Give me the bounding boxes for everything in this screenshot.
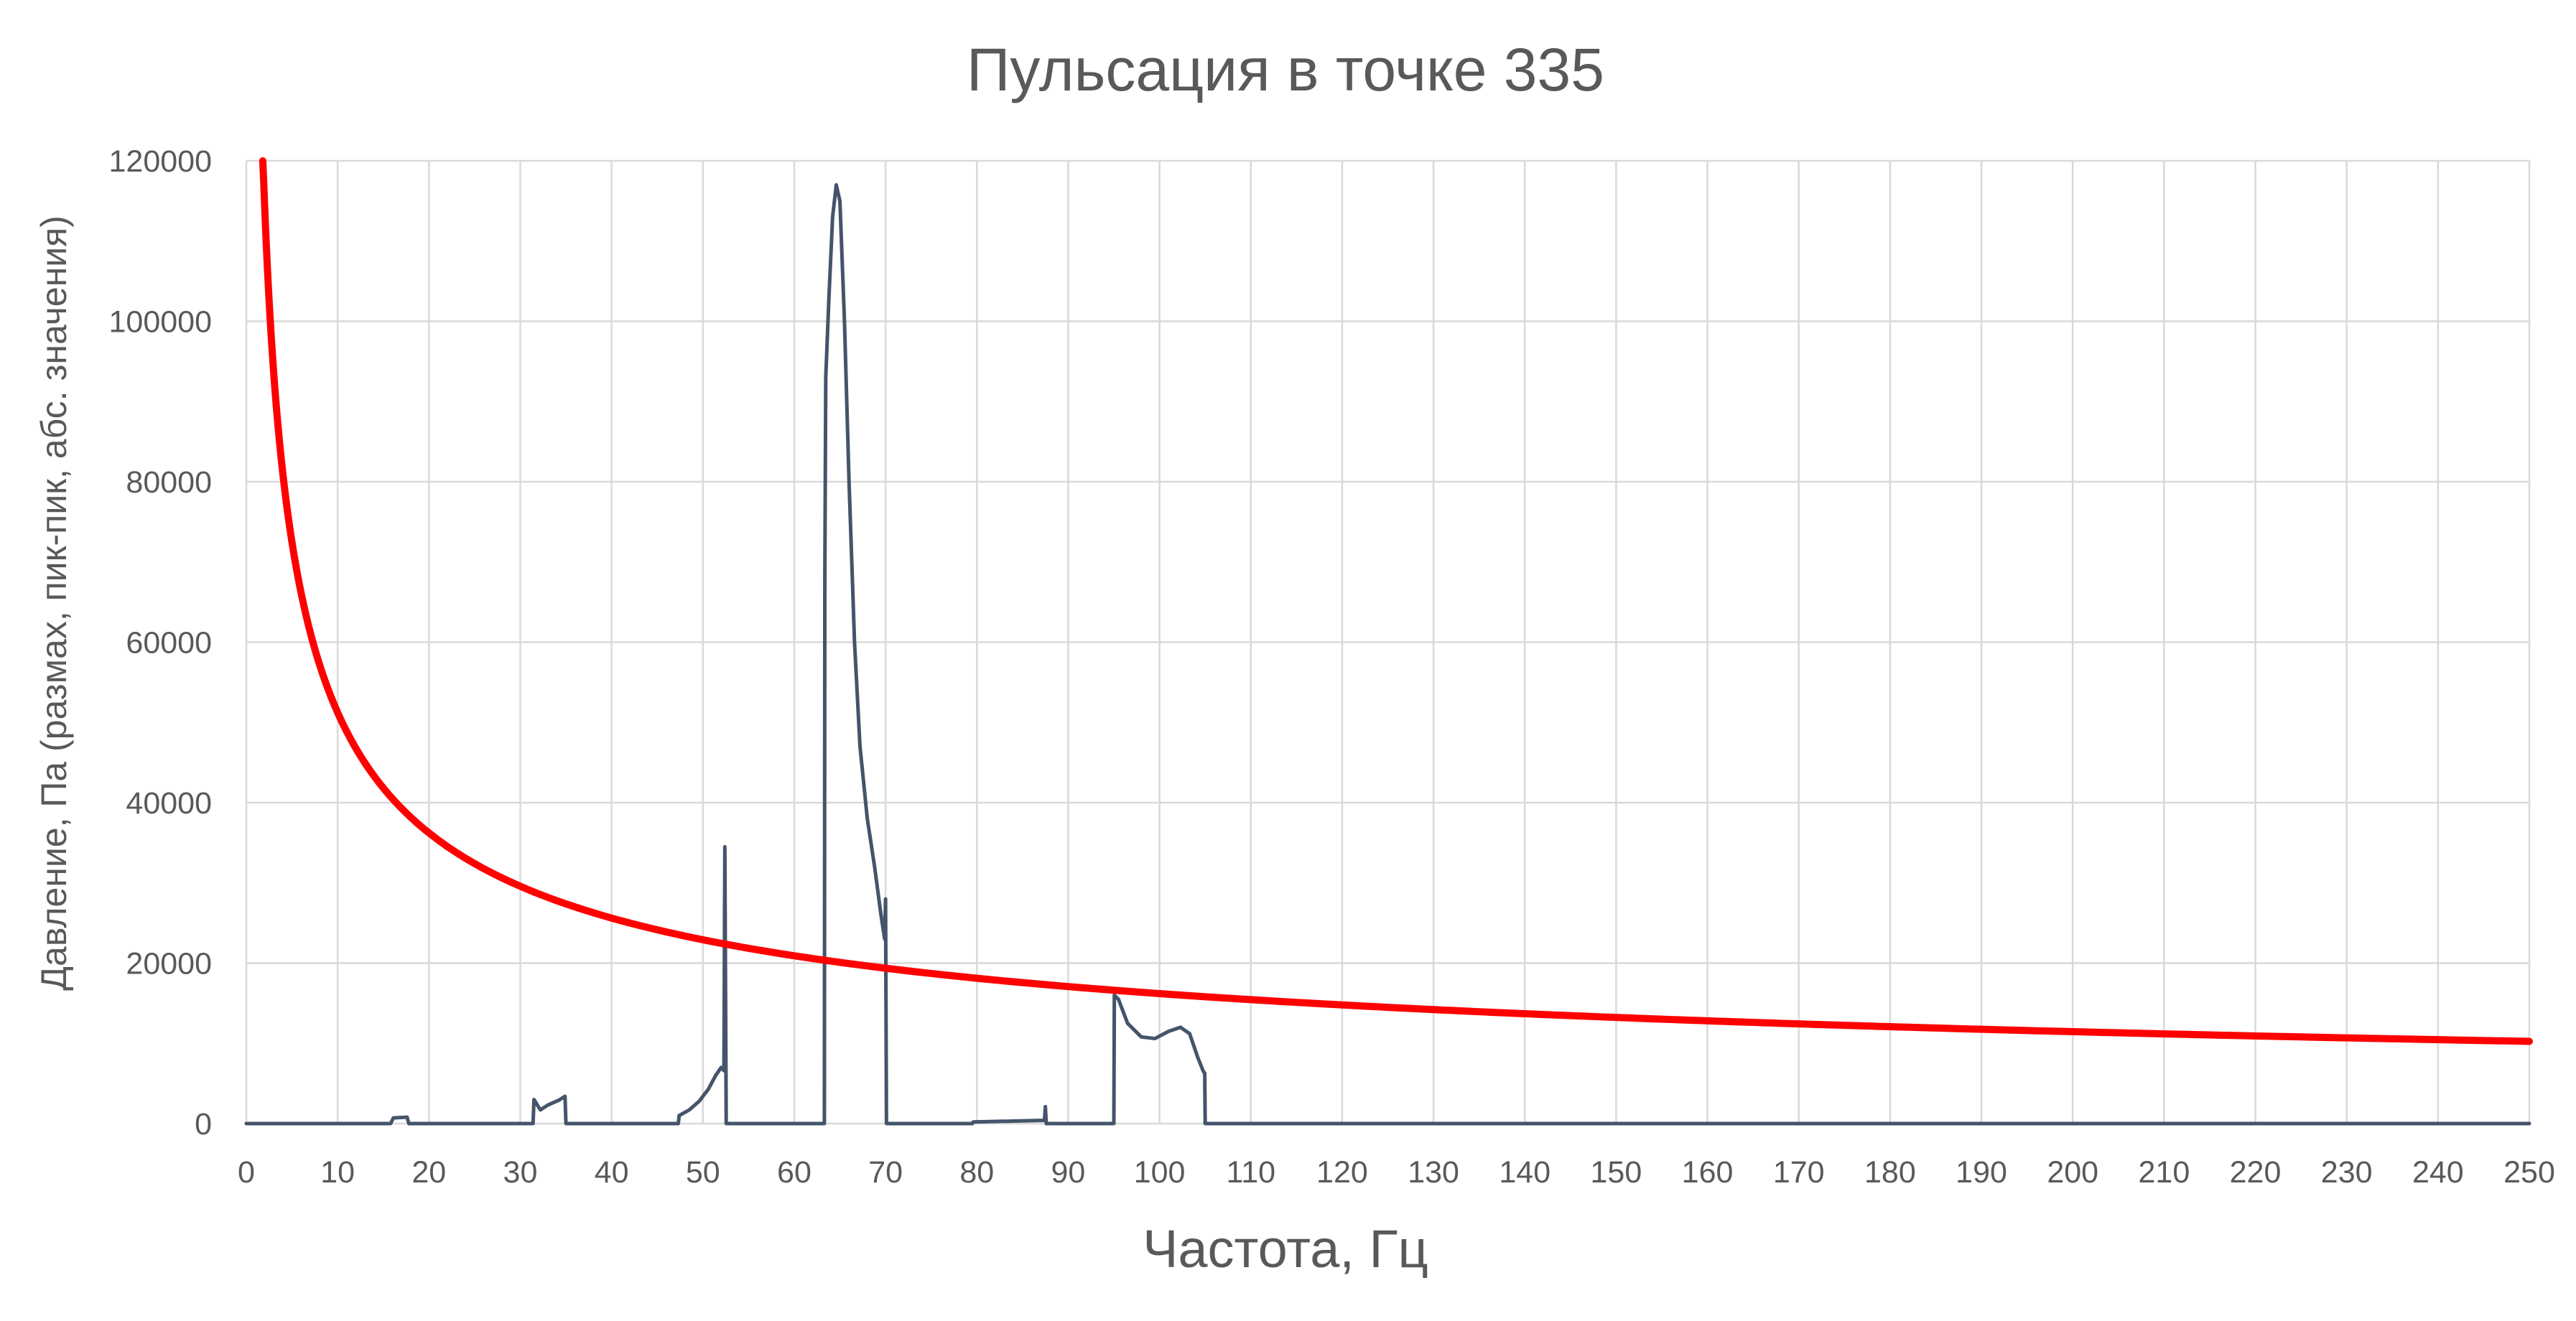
- series-layer: [244, 157, 2533, 1126]
- y-tick-label: 120000: [109, 144, 213, 179]
- x-tick-label: 200: [2047, 1155, 2098, 1190]
- x-tick-label: 130: [1408, 1155, 1459, 1190]
- tick-labels: 0 10 20 30 40 50 60 70 80 90 100 110 120 130 140 150 160…: [109, 144, 2555, 1190]
- y-tick-label: 0: [195, 1107, 212, 1142]
- y-tick-label: 40000: [126, 786, 212, 821]
- x-tick-label: 40: [595, 1155, 629, 1190]
- series-limit-curve: [259, 157, 2533, 1045]
- x-tick-label: 220: [2230, 1155, 2282, 1190]
- x-tick-label: 30: [503, 1155, 538, 1190]
- x-tick-label: 80: [959, 1155, 994, 1190]
- y-tick-label: 80000: [126, 465, 212, 500]
- grid-lines: [245, 159, 2531, 1125]
- x-tick-label: 190: [1956, 1155, 2007, 1190]
- x-tick-label: 250: [2503, 1155, 2555, 1190]
- x-tick-label: 50: [686, 1155, 720, 1190]
- y-tick-label: 60000: [126, 626, 212, 660]
- x-tick-label: 120: [1316, 1155, 1368, 1190]
- x-tick-label: 210: [2138, 1155, 2190, 1190]
- x-axis-title: Частота, Гц: [1143, 1219, 1428, 1279]
- x-tick-label: 20: [411, 1155, 446, 1190]
- x-tick-label: 110: [1226, 1155, 1275, 1190]
- x-tick-label: 150: [1591, 1155, 1642, 1190]
- x-tick-label: 160: [1682, 1155, 1734, 1190]
- series-pressure-line: [244, 183, 2531, 1126]
- chart-title: Пульсация в точке 335: [967, 36, 1604, 103]
- x-tick-label: 60: [777, 1155, 812, 1190]
- x-tick-label: 0: [238, 1155, 255, 1190]
- x-tick-label: 170: [1773, 1155, 1825, 1190]
- x-tick-label: 180: [1864, 1155, 1916, 1190]
- x-tick-label: 140: [1499, 1155, 1550, 1190]
- y-tick-label: 100000: [109, 305, 213, 340]
- x-tick-label: 10: [320, 1155, 355, 1190]
- y-tick-label: 20000: [126, 947, 212, 981]
- x-tick-label: 90: [1051, 1155, 1086, 1190]
- y-axis-title: Давление, Па (размах, пик-пик, абс. знач…: [34, 215, 74, 991]
- x-tick-label: 240: [2412, 1155, 2464, 1190]
- x-tick-label: 230: [2321, 1155, 2373, 1190]
- x-tick-label: 100: [1134, 1155, 1186, 1190]
- x-tick-label: 70: [868, 1155, 903, 1190]
